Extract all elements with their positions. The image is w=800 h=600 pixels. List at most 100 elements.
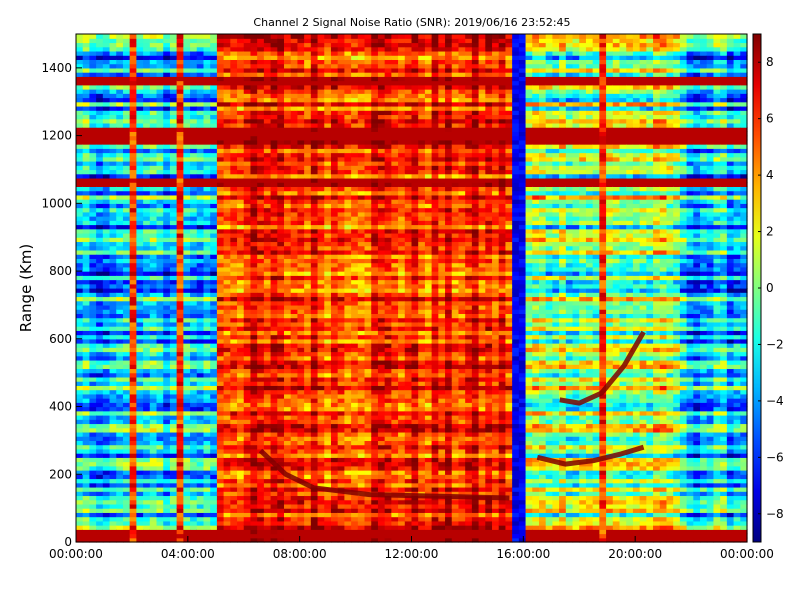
heatmap-cell [317, 224, 325, 230]
heatmap-cell [237, 444, 245, 450]
heatmap-cell [116, 72, 124, 77]
heatmap-cell [297, 190, 305, 196]
heatmap-cell [143, 474, 151, 480]
heatmap-cell [163, 381, 171, 386]
heatmap-cell [149, 72, 158, 77]
heatmap-cell [163, 228, 171, 234]
heatmap-cell [223, 415, 231, 420]
heatmap-cell [290, 245, 299, 251]
heatmap-cell [116, 410, 124, 416]
heatmap-cell [196, 84, 205, 90]
heatmap-cell [284, 368, 292, 374]
heatmap-cell [89, 520, 97, 526]
heatmap-cell [169, 347, 178, 353]
heatmap-cell [290, 529, 299, 535]
heatmap-cell [76, 448, 84, 454]
heatmap-cell [351, 317, 359, 323]
heatmap-cell [330, 381, 339, 386]
heatmap-cell [230, 266, 238, 272]
heatmap-cell [102, 237, 111, 243]
heatmap-cell [122, 436, 131, 441]
heatmap-cell [270, 258, 278, 264]
heatmap-cell [284, 482, 292, 488]
heatmap-cell [129, 381, 137, 386]
heatmap-cell [163, 474, 171, 480]
heatmap-cell [102, 46, 111, 52]
heatmap-cell [330, 275, 339, 281]
heatmap-cell [310, 114, 319, 120]
heatmap-cell [284, 279, 292, 285]
heatmap-cell [169, 93, 178, 99]
heatmap-cell [330, 461, 339, 467]
heatmap-cell [310, 309, 319, 314]
heatmap-cell [230, 321, 238, 327]
heatmap-cell [203, 63, 211, 69]
heatmap-cell [203, 419, 211, 425]
heatmap-cell [116, 165, 124, 171]
heatmap-cell [351, 385, 359, 391]
heatmap-cell [304, 59, 312, 65]
heatmap-cell [82, 427, 91, 433]
heatmap-cell [344, 516, 352, 522]
heatmap-cell [143, 59, 151, 65]
heatmap-cell [136, 381, 144, 386]
heatmap-cell [330, 288, 339, 293]
heatmap-cell [169, 237, 178, 243]
heatmap-cell [304, 508, 312, 513]
heatmap-cell [156, 152, 164, 158]
heatmap-cell [109, 232, 117, 238]
heatmap-cell [297, 237, 305, 243]
heatmap-cell [96, 211, 104, 217]
heatmap-cell [196, 186, 205, 192]
heatmap-cell [230, 207, 238, 213]
heatmap-cell [203, 173, 211, 179]
heatmap-cell [230, 211, 238, 217]
heatmap-cell [169, 67, 178, 73]
heatmap-cell [284, 440, 292, 446]
heatmap-cell [351, 503, 359, 509]
heatmap-cell [203, 372, 211, 378]
heatmap-cell [203, 72, 211, 77]
heatmap-cell [344, 347, 352, 353]
heatmap-cell [330, 266, 339, 272]
heatmap-cell [196, 67, 205, 73]
heatmap-cell [143, 89, 151, 94]
heatmap-cell [129, 165, 137, 171]
heatmap-cell [169, 258, 178, 264]
heatmap-cell [136, 258, 144, 264]
heatmap-cell [317, 478, 325, 484]
heatmap-cell [250, 156, 258, 162]
heatmap-cell [169, 80, 178, 86]
heatmap-cell [310, 241, 319, 247]
heatmap-cell [163, 537, 171, 543]
heatmap-cell [243, 453, 252, 458]
heatmap-cell [136, 330, 144, 336]
heatmap-cell [257, 482, 265, 488]
heatmap-cell [136, 482, 144, 488]
heatmap-cell [290, 351, 299, 357]
heatmap-cell [129, 152, 137, 158]
heatmap-cell [210, 393, 218, 399]
heatmap-cell [196, 474, 205, 480]
heatmap-cell [324, 431, 332, 437]
heatmap-cell [210, 359, 218, 365]
heatmap-cell [270, 537, 278, 543]
heatmap-cell [324, 249, 332, 255]
heatmap-cell [277, 258, 285, 264]
heatmap-cell [297, 241, 305, 247]
heatmap-cell [297, 72, 305, 77]
heatmap-cell [290, 338, 299, 344]
heatmap-cell [96, 105, 104, 111]
heatmap-cell [149, 114, 158, 120]
heatmap-cell [304, 381, 312, 386]
heatmap-cell [176, 207, 184, 213]
heatmap-cell [196, 423, 205, 429]
heatmap-cell [263, 190, 272, 196]
heatmap-cell [176, 304, 184, 310]
heatmap-cell [324, 309, 332, 314]
heatmap-cell [190, 393, 198, 399]
heatmap-cell [304, 288, 312, 293]
heatmap-cell [237, 355, 245, 361]
heatmap-cell [344, 313, 352, 319]
heatmap-cell [243, 241, 252, 247]
